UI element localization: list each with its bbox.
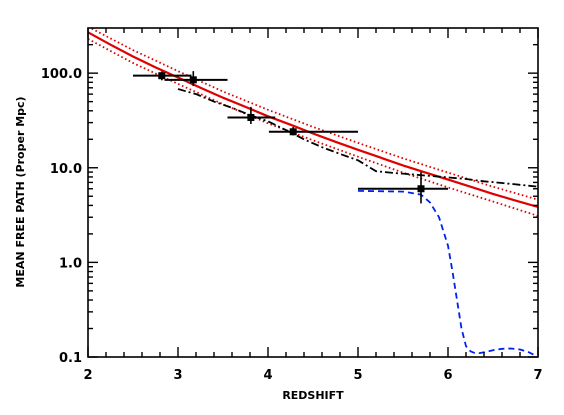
data-point [247,113,255,121]
series-dotted-1 [88,28,538,201]
data-point [417,185,425,193]
x-tick-label: 7 [533,368,542,383]
x-tick-label: 3 [173,368,182,383]
measurement-4 [358,172,448,204]
data-point [158,72,166,80]
x-tick-label: 5 [353,368,362,383]
measurement-0 [133,71,192,81]
measurement-3 [268,126,358,136]
y-tick-label: 100.0 [41,67,82,82]
series-dotted-2 [88,38,538,217]
measurement-1 [164,71,228,87]
y-tick-label: 0.1 [59,351,82,366]
measurement-points [133,71,448,204]
x-tick-label: 2 [83,368,92,383]
axis-ticks: 2 3 4 5 6 7 0.1 1.0 10.0 100.0 [41,28,543,383]
data-point [189,76,197,84]
y-axis-label: MEAN FREE PATH (Proper Mpc) [14,96,27,287]
x-tick-label: 4 [263,368,272,383]
measurement-2 [227,106,276,125]
series-solid-0 [88,31,538,209]
series-dashdot-3 [177,88,538,188]
x-axis-label: REDSHIFT [282,389,344,402]
data-point [289,128,297,136]
series-dashed-4 [357,190,538,357]
y-tick-label: 1.0 [59,256,82,271]
plot-frame [87,27,539,358]
y-tick-label: 10.0 [50,162,82,177]
x-tick-label: 6 [443,368,452,383]
